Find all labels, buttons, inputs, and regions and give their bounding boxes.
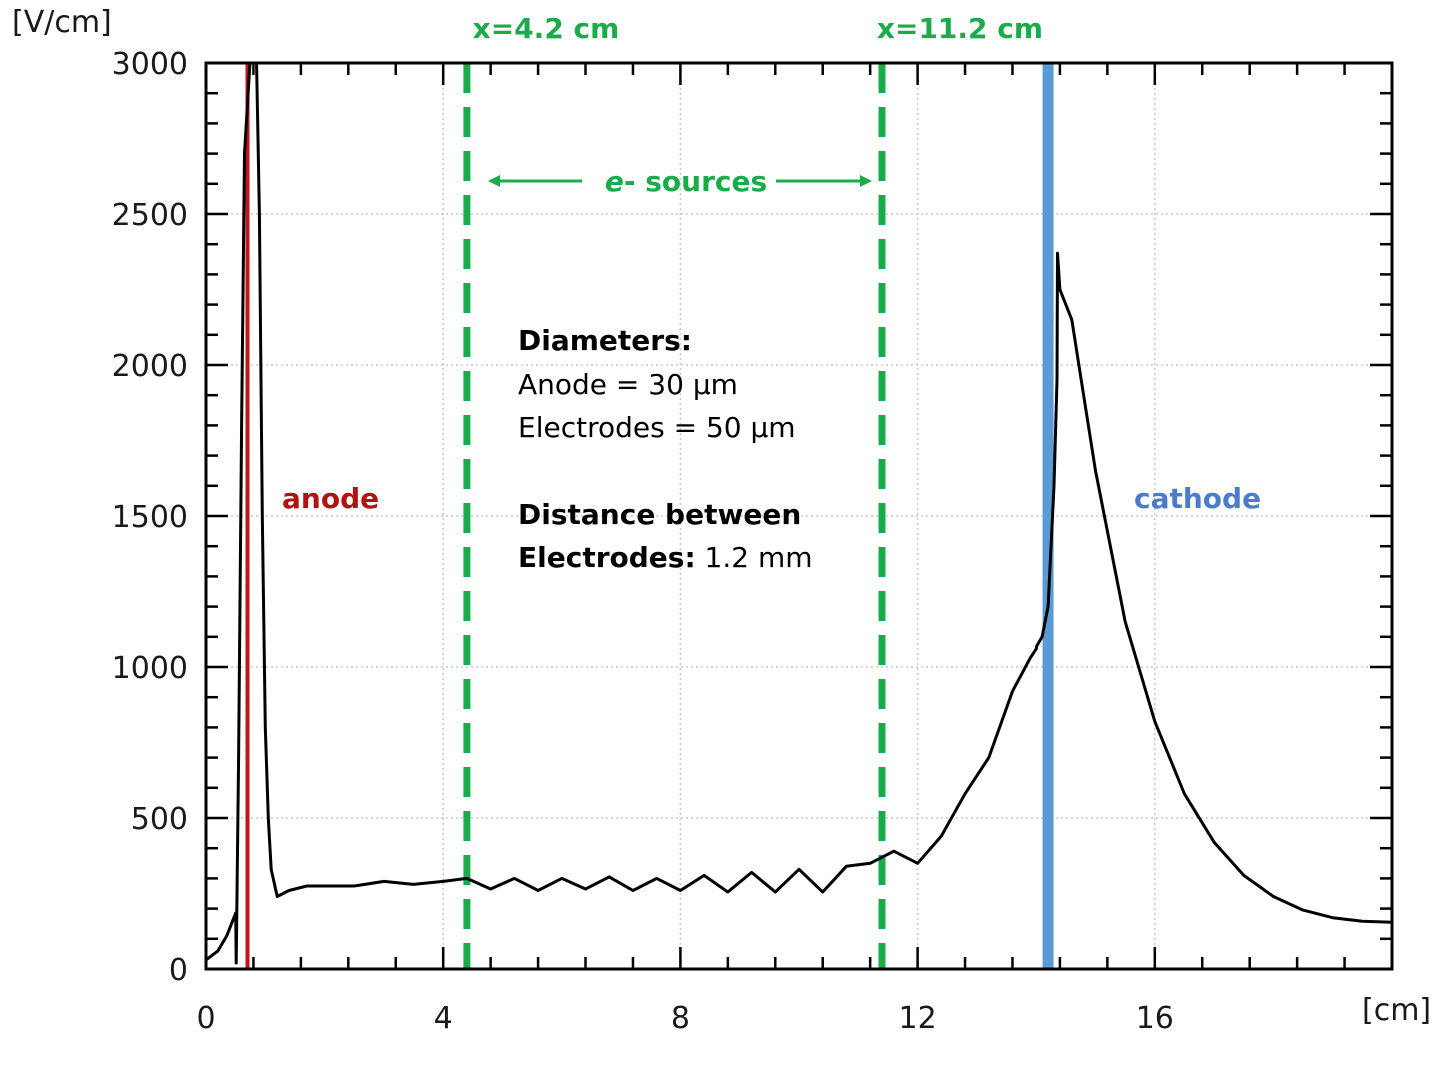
annotation-cathode: cathode [1134, 482, 1261, 515]
y-tick-label: 0 [169, 953, 188, 988]
vertical-marker-lines [245, 63, 1054, 969]
y-tick-label: 2000 [112, 349, 188, 384]
x-tick-label: 12 [899, 1001, 937, 1036]
annotation-source-left: x=4.2 cm [473, 12, 620, 45]
note-diameters-title: Diameters: [518, 324, 692, 357]
y-axis-unit-label: [V/cm] [12, 5, 112, 40]
x-axis-unit-label: [cm] [1362, 993, 1431, 1028]
annotation-e-sources: e- sources [605, 165, 767, 198]
note-diameter-anode: Anode = 30 µm [518, 368, 738, 401]
y-tick-label: 1500 [112, 500, 188, 535]
annotation-anode: anode [282, 482, 379, 515]
x-tick-label: 16 [1136, 1001, 1174, 1036]
y-tick-label: 1000 [112, 651, 188, 686]
grid-lines [206, 63, 1392, 969]
x-tick-label: 8 [671, 1001, 690, 1036]
note-diameter-electrodes: Electrodes = 50 µm [518, 411, 796, 444]
y-tick-label: 3000 [112, 47, 188, 82]
annotation-source-right: x=11.2 cm [877, 12, 1043, 45]
axis-ticks [204, 61, 1394, 971]
y-tick-label: 2500 [112, 198, 188, 233]
note-distance-line1: Distance between [518, 498, 801, 531]
note-distance-line2: Electrodes: 1.2 mm [518, 541, 813, 574]
tick-labels: 0 4 8 12 16 0 500 1000 1500 2000 2500 3000 [112, 47, 1174, 1036]
x-tick-label: 0 [196, 1001, 215, 1036]
series-line-electric-field [206, 63, 1392, 965]
plot-frame [204, 61, 1394, 971]
x-tick-label: 4 [434, 1001, 453, 1036]
e-sources-arrow [488, 175, 872, 187]
y-tick-label: 500 [131, 802, 188, 837]
